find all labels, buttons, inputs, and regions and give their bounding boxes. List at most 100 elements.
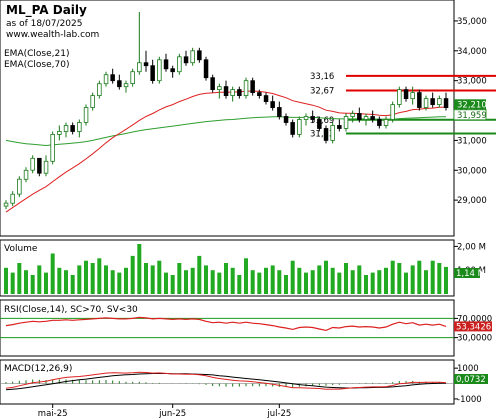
price-tick-label: 30,000 [457, 166, 487, 176]
x-axis: mai-25 jun-25 jul-25 [38, 404, 291, 419]
candle [277, 101, 282, 120]
volume-tick-label: 2,00 M [457, 242, 486, 252]
volume-bar [397, 263, 402, 294]
candle [297, 116, 302, 138]
candle [43, 155, 49, 177]
candle [443, 92, 449, 111]
ema70-legend: EMA(Close,70) [4, 60, 69, 70]
volume-bar [50, 253, 55, 294]
candle [383, 116, 389, 129]
volume-bar [124, 267, 128, 294]
candle-body [270, 101, 275, 108]
price-tick-label: 29,000 [457, 196, 487, 206]
volume-pane: 1,00 M2,00 M Volume 1,14 M [0, 239, 486, 297]
candle [263, 92, 269, 105]
candle [310, 110, 315, 123]
candle [337, 119, 342, 132]
candle-body [3, 202, 9, 207]
candle [323, 125, 329, 144]
volume-bar [384, 267, 388, 294]
ema21-legend: EMA(Close,21) [4, 49, 69, 59]
volume-bar [290, 260, 295, 294]
candle-body [423, 98, 429, 108]
candle-body [183, 56, 189, 64]
rsi-last-tag [454, 321, 492, 332]
volume-bar [410, 265, 415, 294]
volume-last-label: 1,14 M [456, 269, 485, 279]
last-close-tag [454, 99, 486, 110]
candle [317, 116, 322, 132]
volume-bars [4, 244, 448, 294]
volume-bar [217, 272, 222, 294]
volume-bar [144, 263, 148, 294]
candle [397, 86, 402, 108]
candle-body [203, 59, 209, 79]
candle-body [377, 119, 382, 126]
volume-bar [44, 272, 48, 294]
candle [50, 131, 55, 165]
volume-bar [210, 270, 215, 294]
macd-pane-frame [0, 359, 455, 405]
candle [170, 65, 175, 78]
volume-bar [404, 272, 408, 294]
volume-bar [324, 260, 328, 294]
x-tick-label: mai-25 [38, 409, 68, 419]
candle [437, 95, 442, 108]
volume-bar [364, 275, 368, 294]
candle-body [57, 130, 62, 135]
rsi-axis: 30,0000 70,0000 [0, 314, 492, 344]
volume-label: Volume [4, 244, 38, 254]
candle-body [50, 133, 55, 162]
volume-bar [204, 265, 208, 294]
candle-body [363, 116, 369, 120]
volume-bar [284, 275, 288, 294]
volume-bar [430, 260, 435, 294]
candle [283, 113, 289, 126]
volume-bar [130, 255, 135, 294]
last-close-marker: 32,210 31,959 [453, 99, 487, 121]
volume-bar [104, 265, 108, 294]
candle [257, 89, 262, 99]
volume-bar [250, 270, 255, 294]
candle [177, 53, 182, 75]
candle-body [337, 125, 342, 129]
candle [183, 50, 189, 66]
volume-bar [137, 244, 142, 294]
candle [403, 86, 409, 102]
macd-histogram [5, 379, 447, 388]
candle [90, 92, 95, 111]
macd-pane: 1000 -1000 MACD(12,26,9) 0,0732 [0, 359, 488, 405]
candle-body [123, 83, 129, 88]
candle-body [110, 74, 115, 82]
candle-body [197, 50, 202, 61]
candle-body [157, 59, 162, 82]
volume-bar [57, 267, 62, 294]
candle [190, 47, 195, 66]
candle-body [70, 125, 75, 132]
rsi-last-label: 53,3426 [456, 322, 491, 332]
candle [423, 95, 429, 111]
candle-body [383, 119, 389, 126]
volume-last-tag [454, 268, 480, 278]
candle-body [250, 80, 255, 93]
volume-bar [424, 270, 428, 294]
candle [123, 80, 129, 93]
volume-bar [70, 275, 75, 294]
candle [130, 68, 135, 87]
candle-body [217, 86, 222, 90]
candle-body [417, 92, 422, 108]
rsi-pane: 30,0000 70,0000 RSI(Close,14), SC>70, SV<… [0, 299, 492, 357]
volume-bar [64, 270, 68, 294]
candle-body [430, 98, 435, 105]
candle-body [443, 98, 449, 108]
volume-bar [190, 267, 195, 294]
candle [377, 116, 382, 129]
volume-bar [4, 267, 8, 294]
candle [77, 119, 82, 138]
volume-bar [164, 272, 168, 294]
candle-body [390, 104, 395, 120]
level-label: 31,23 [310, 130, 334, 140]
price-tick-label: 33,000 [457, 77, 487, 87]
candle-body [83, 107, 89, 123]
x-tick-label: jul-25 [266, 409, 291, 419]
